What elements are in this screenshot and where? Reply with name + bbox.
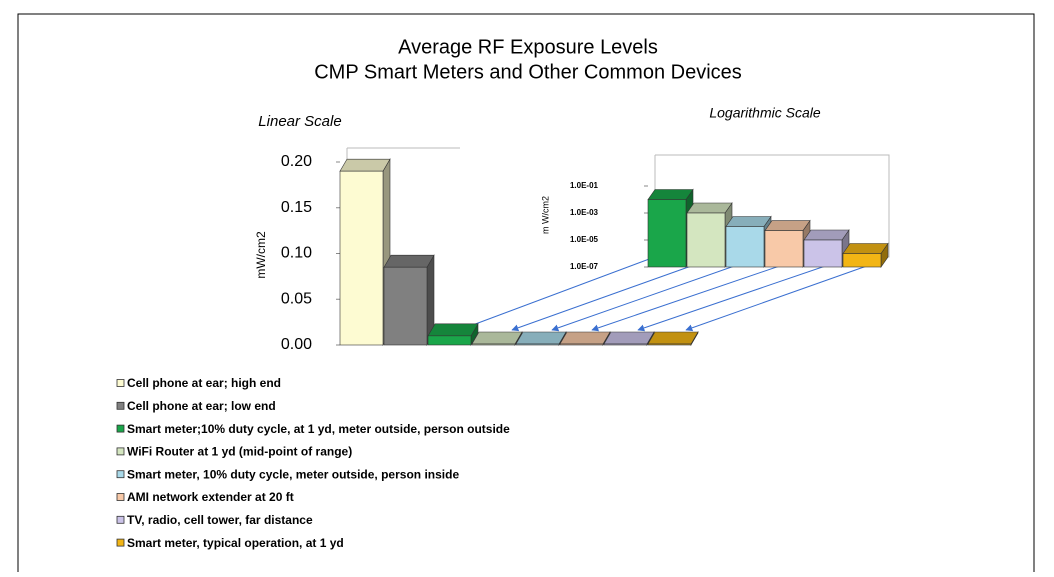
bar-front (603, 343, 648, 346)
subtitle: CMP Smart Meters and Other Common Device… (314, 61, 742, 83)
legend-label: AMI network extender at 20 ft (127, 490, 294, 504)
y-axis-label: mW/cm2 (254, 231, 268, 279)
bar-top (764, 220, 811, 231)
legend-label: Smart meter, typical operation, at 1 yd (127, 536, 344, 550)
bar-top (842, 243, 889, 254)
y-tick-label: 0.20 (281, 153, 312, 170)
bar-top (471, 331, 523, 345)
bar-top (515, 331, 567, 345)
y-tick-label: 0.05 (281, 290, 312, 307)
legend-label: Smart meter, 10% duty cycle, meter outsi… (127, 467, 459, 481)
bar-front (515, 343, 560, 346)
bar-front (647, 199, 687, 268)
y-tick-label: 1.0E-07 (570, 262, 599, 271)
bar (427, 322, 479, 347)
chart-title: Linear Scale (258, 113, 341, 130)
legend-swatch (116, 470, 125, 479)
bar-top (603, 331, 655, 345)
bar-top (339, 158, 391, 172)
y-axis-label: m W/cm2 (540, 196, 550, 234)
bar (515, 330, 567, 347)
legend-label: Cell phone at ear; low end (127, 399, 276, 413)
bar-top (383, 254, 435, 268)
legend-swatch (116, 401, 125, 410)
y-tick-label: 1.0E-03 (570, 208, 599, 217)
bar-front (647, 343, 692, 346)
bar-top (647, 331, 699, 345)
legend-swatch (116, 424, 125, 433)
bar-top (803, 229, 850, 241)
bar (803, 229, 850, 268)
bar-front (803, 239, 843, 268)
legend-label: WiFi Router at 1 yd (mid-point of range) (127, 445, 352, 459)
bar (339, 158, 391, 347)
bar (471, 330, 523, 347)
bar (647, 330, 699, 347)
bar-top (427, 323, 479, 337)
bar (725, 215, 772, 268)
legend-swatch (116, 379, 125, 387)
y-tick-label: 0.00 (281, 336, 312, 353)
chart-title: Logarithmic Scale (709, 105, 820, 121)
legend-label: Smart meter;10% duty cycle, at 1 yd, met… (127, 422, 510, 436)
bar-front (559, 343, 604, 346)
bar (764, 219, 811, 268)
bar-front (764, 230, 804, 268)
bar-front (427, 335, 472, 346)
bar (686, 202, 733, 268)
y-tick-label: 1.0E-01 (570, 181, 599, 190)
legend-swatch (116, 447, 125, 456)
frame (17, 13, 1035, 577)
legend-label: Cell phone at ear; high end (127, 376, 281, 390)
bar (383, 254, 435, 347)
bar-front (471, 343, 516, 346)
legend-swatch (116, 515, 125, 524)
bar-front (686, 212, 726, 268)
y-tick-label: 0.10 (281, 245, 312, 262)
legend-label: TV, radio, cell tower, far distance (127, 513, 313, 527)
bar (559, 330, 611, 347)
arrows (461, 251, 879, 332)
legend-swatch (116, 493, 125, 501)
bar-top (725, 216, 772, 227)
bar-top (647, 189, 694, 200)
bar (842, 242, 889, 268)
bar-top (686, 202, 733, 214)
bar-front (842, 253, 882, 268)
y-tick-label: 1.0E-05 (570, 235, 599, 244)
bar-front (725, 226, 765, 268)
bar-front (339, 170, 384, 346)
title: Average RF Exposure Levels (398, 36, 658, 58)
legend-swatch (116, 538, 125, 547)
bar (603, 330, 655, 347)
bar (647, 188, 694, 268)
y-tick-label: 0.15 (281, 199, 312, 216)
bar-top (559, 331, 611, 345)
bar-front (383, 266, 428, 346)
